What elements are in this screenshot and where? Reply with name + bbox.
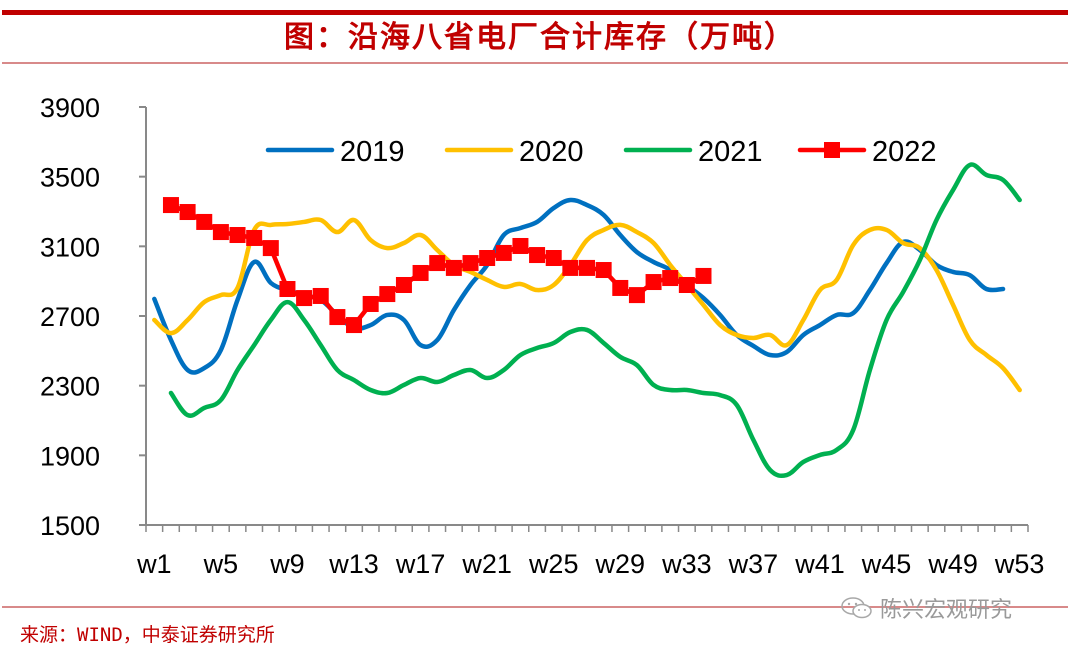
data-point-2022: [412, 264, 429, 281]
legend-item-2021: 2021: [623, 136, 763, 168]
y-tick-label: 1500: [40, 511, 100, 541]
series-layer: [152, 162, 1022, 478]
data-point-2022: [462, 255, 479, 272]
footer-divider: [2, 606, 1068, 608]
data-point-2022: [495, 244, 512, 261]
legend-label-2019: 2019: [340, 136, 405, 168]
x-tick-label: w1: [136, 549, 172, 579]
data-point-2022: [662, 270, 679, 287]
data-point-2022: [296, 290, 313, 307]
data-point-2022: [379, 286, 396, 303]
chart-title: 图：沿海八省电厂合计库存（万吨）: [284, 20, 796, 55]
y-tick-label: 2700: [40, 302, 100, 332]
series-2021: [168, 162, 1022, 478]
x-tick-label: w13: [328, 549, 379, 579]
data-point-2022: [529, 247, 546, 264]
y-tick-label: 3900: [40, 93, 100, 123]
data-point-2022: [695, 267, 712, 284]
data-point-2022: [562, 259, 579, 276]
legend-item-2019: 2019: [265, 136, 405, 168]
legend-label-2021: 2021: [698, 136, 763, 168]
series-line-2021: [168, 162, 1022, 478]
data-point-2022: [179, 204, 196, 221]
data-point-2022: [479, 250, 496, 267]
data-point-2022: [445, 259, 462, 276]
data-point-2022: [329, 309, 346, 326]
data-point-2022: [579, 259, 595, 276]
data-point-2022: [262, 240, 279, 257]
data-point-2022: [628, 287, 645, 304]
data-point-2022: [246, 229, 263, 246]
data-point-2022: [362, 295, 379, 312]
legend-marker-2022: [824, 142, 840, 158]
x-tick-label: w29: [595, 549, 646, 579]
x-tick-label: w21: [461, 549, 512, 579]
legend: 2019 2020 2021 2022: [265, 136, 937, 168]
data-point-2022: [279, 281, 296, 298]
data-point-2022: [595, 262, 612, 279]
data-point-2022: [545, 250, 562, 267]
y-tick-label: 3500: [40, 163, 100, 193]
x-tick-label: w25: [528, 549, 579, 579]
data-point-2022: [645, 274, 662, 291]
series-2022: [162, 197, 712, 334]
data-point-2022: [346, 317, 363, 334]
x-tick-label: w37: [728, 549, 779, 579]
watermark-text: 陈兴宏观研究: [880, 598, 1013, 623]
title-divider: [2, 62, 1068, 64]
axes: 1500 1900 2300 2700 3100 3500 3900 w1 w5 w9 w13 w17…: [40, 93, 1044, 579]
data-point-2022: [162, 197, 179, 214]
data-point-2022: [395, 276, 412, 293]
data-point-2022: [312, 287, 329, 304]
x-tick-label: w33: [661, 549, 712, 579]
line-chart: 1500 1900 2300 2700 3100 3500 3900 w1 w5 w9 w13 w17…: [40, 93, 1044, 579]
legend-label-2020: 2020: [519, 136, 584, 168]
data-point-2022: [212, 224, 229, 241]
legend-item-2022: 2022: [797, 136, 937, 168]
data-point-2022: [196, 213, 213, 230]
legend-item-2020: 2020: [444, 136, 584, 168]
x-tick-label: w49: [927, 549, 978, 579]
data-point-2022: [612, 279, 629, 296]
data-point-2022: [229, 227, 246, 244]
data-point-2022: [678, 276, 695, 293]
x-tick-label: w9: [269, 549, 305, 579]
legend-label-2022: 2022: [872, 136, 937, 168]
source-note: 来源：WIND，中泰证券研究所: [20, 624, 275, 646]
data-point-2022: [512, 237, 529, 254]
series-2020: [152, 217, 1022, 393]
x-tick-label: w53: [994, 549, 1045, 579]
x-tick-label: w5: [203, 549, 239, 579]
data-point-2022: [429, 255, 446, 272]
series-line-2020: [152, 217, 1022, 393]
x-tick-label: w41: [794, 549, 845, 579]
watermark: 陈兴宏观研究: [840, 592, 1012, 624]
x-tick-label: w45: [861, 549, 912, 579]
wechat-icon: [841, 597, 872, 619]
y-tick-label: 1900: [40, 441, 100, 471]
top-accent-bar: [2, 10, 1068, 15]
y-tick-label: 3100: [40, 232, 100, 262]
x-tick-label: w17: [395, 549, 446, 579]
y-tick-label: 2300: [40, 372, 100, 402]
